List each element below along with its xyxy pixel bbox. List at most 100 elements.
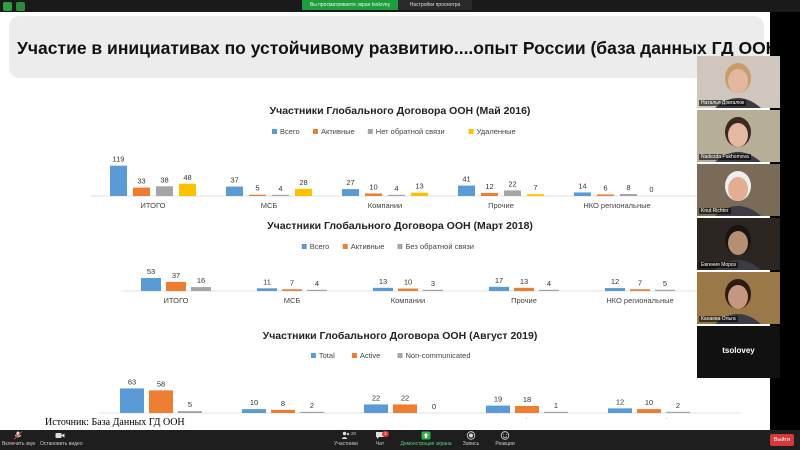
person-face [728, 69, 748, 93]
bar [242, 409, 266, 413]
participant-tile[interactable]: Евгения Мороз [697, 218, 780, 270]
legend-entry: Total [319, 351, 335, 360]
data-label: 12 [616, 397, 624, 406]
data-label: 17 [495, 276, 503, 285]
person-face [728, 177, 748, 201]
category-label: ИТОГО [141, 201, 166, 210]
participants-count: 20 [351, 431, 357, 436]
zoom-toolbar: Включить звук Остановить видео 20 Участн… [0, 430, 800, 450]
legend-entry: Нет обратной связи [376, 127, 445, 136]
participant-tile-self[interactable]: tsolovey [697, 326, 780, 378]
view-options-button[interactable]: Настройки просмотра [398, 0, 472, 10]
category-label: TOTAL [149, 417, 172, 419]
participant-name: Nadezda Pakhomova [699, 154, 751, 160]
bar [486, 405, 510, 413]
bar [364, 404, 388, 413]
participant-tile[interactable]: Наталья Довгалюк [697, 56, 780, 108]
participant-tile[interactable]: Knut Richter [697, 164, 780, 216]
bar [149, 390, 173, 413]
video-button[interactable]: Остановить видео [40, 431, 83, 447]
reactions-button[interactable]: Реакции [490, 431, 520, 447]
category-label: Прочие [511, 296, 537, 305]
share-banner: Вы просматриваете экран tsolovey [302, 0, 398, 10]
legend-entry: Всего [280, 127, 300, 136]
legend-swatch [301, 244, 307, 249]
bar [307, 289, 327, 291]
data-label: 5 [188, 400, 192, 409]
legend-swatch [468, 129, 474, 134]
legend-swatch [313, 129, 318, 134]
bar [257, 288, 277, 291]
data-label: 38 [160, 175, 168, 184]
data-label: 5 [255, 184, 259, 193]
legend-swatch [397, 244, 403, 249]
category-label: Компании [391, 296, 425, 305]
bar [156, 186, 173, 196]
record-label: Запись [462, 441, 480, 447]
category-label: МСБ [284, 296, 301, 305]
bar [423, 289, 443, 291]
legend-swatch [342, 244, 348, 249]
leave-meeting-button[interactable]: Выйти [770, 434, 794, 446]
bar [411, 192, 428, 196]
participant-video [697, 56, 780, 108]
chart-title: Участники Глобального Договора ООН (Май … [270, 105, 531, 117]
person-face [728, 231, 748, 255]
encryption-shield-icon[interactable] [3, 2, 12, 11]
chart-legend: Всего Активные Нет обратной связи Удаленные [272, 127, 516, 136]
microphone-muted-icon [13, 431, 23, 440]
participants-button[interactable]: 20 Участники [330, 431, 362, 447]
category-label: NGO Local [630, 417, 667, 419]
data-label: 12 [611, 277, 619, 286]
data-label: 53 [147, 267, 155, 276]
video-label: Остановить видео [40, 441, 83, 447]
video-camera-icon [55, 433, 65, 438]
legend-entry: Non-communicated [406, 351, 471, 360]
share-screen-button[interactable]: Демонстрация экрана [398, 431, 454, 447]
data-label: 4 [547, 279, 551, 288]
category-label: МСБ [261, 201, 278, 210]
participant-tile[interactable]: Nadezda Pakhomova [697, 110, 780, 162]
mute-label: Включить звук [2, 441, 36, 447]
data-label: 2 [310, 401, 314, 410]
data-label: 22 [372, 393, 380, 402]
data-label: 11 [263, 277, 271, 286]
data-label: 10 [250, 398, 258, 407]
charts-area: Участники Глобального Договора ООН (Май … [90, 105, 740, 419]
bar [393, 404, 417, 413]
chat-button[interactable]: 2 Чат [364, 431, 396, 447]
shared-slide: Участие в инициативах по устойчивому раз… [0, 12, 770, 430]
legend-entry: Активные [321, 127, 355, 136]
mute-button[interactable]: Включить звук [2, 431, 36, 447]
data-label: 13 [520, 277, 528, 286]
slide-title: Участие в инициативах по устойчивому раз… [17, 38, 770, 58]
participant-name: tsolovey [722, 346, 755, 355]
data-label: 13 [379, 277, 387, 286]
security-icon[interactable] [16, 2, 25, 11]
bar [373, 287, 393, 291]
data-label: 58 [157, 379, 165, 388]
bar [504, 190, 521, 196]
chart-legend: Всего Активные Без обратной связи [301, 242, 474, 251]
data-label: 5 [663, 279, 667, 288]
data-label: 1 [554, 401, 558, 410]
data-label: 3 [431, 279, 435, 288]
record-button[interactable]: Запись [456, 431, 486, 447]
data-label: 19 [494, 395, 502, 404]
person-face [728, 285, 748, 309]
bar [597, 194, 614, 196]
data-label: 41 [462, 175, 470, 184]
person-face [728, 123, 748, 147]
smiley-face-icon [500, 431, 510, 440]
legend-entry: Всего [310, 242, 330, 251]
bar [166, 281, 186, 291]
reactions-label: Реакции [495, 441, 515, 447]
data-label: 37 [172, 271, 180, 280]
category-label: Other [518, 417, 537, 419]
participant-name: Knut Richter [699, 208, 731, 214]
data-label: 4 [278, 184, 282, 193]
participant-tile[interactable]: Канаева Ольга [697, 272, 780, 324]
chart-title: Участники Глобального Договора ООН (Авгу… [263, 330, 538, 342]
legend-swatch [397, 353, 403, 358]
